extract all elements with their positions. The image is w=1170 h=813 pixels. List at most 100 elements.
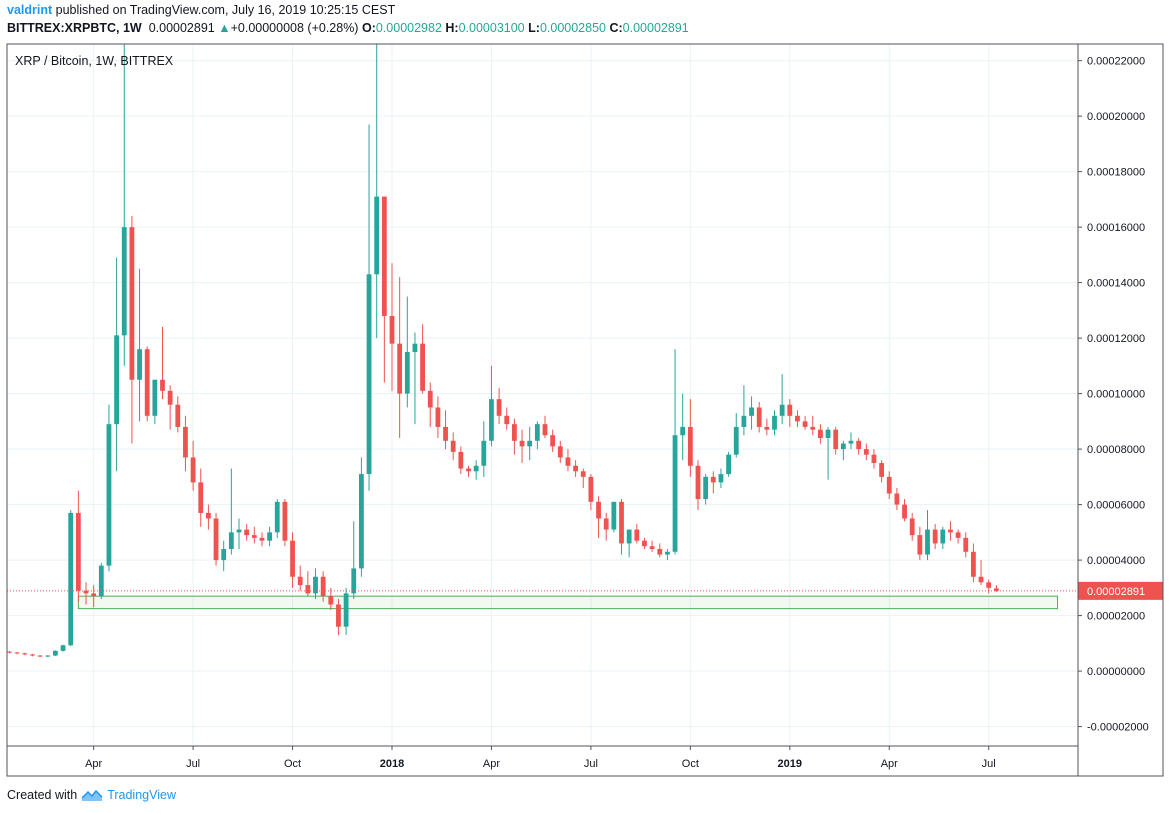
time-tick-label: Jul — [982, 758, 996, 770]
candle — [30, 653, 35, 657]
candle — [336, 598, 341, 636]
plot-frame — [6, 43, 1079, 747]
candle-body — [971, 551, 976, 577]
candle — [450, 432, 456, 461]
candle — [787, 399, 793, 427]
candle — [53, 650, 58, 657]
candle — [978, 560, 984, 586]
candle-body — [206, 512, 211, 519]
candle-body — [144, 349, 150, 416]
tradingview-brand-link[interactable]: TradingView — [107, 788, 176, 802]
candle — [152, 379, 158, 425]
candle-body — [244, 529, 250, 536]
symbol-label[interactable]: BITTREX:XRPBTC, 1W — [7, 21, 142, 35]
candle — [435, 396, 441, 439]
candle-body — [137, 349, 142, 380]
candle-body — [940, 529, 946, 544]
candle — [649, 540, 655, 552]
price-axis-frame[interactable] — [1077, 43, 1164, 777]
candle-body — [672, 435, 678, 552]
candle — [955, 529, 961, 544]
price-tick-label: 0.00014000 — [1087, 278, 1145, 290]
candle — [22, 652, 28, 656]
candle-body — [114, 335, 119, 425]
candle-body — [695, 465, 701, 500]
candle-body — [527, 440, 533, 447]
created-with-text: Created with — [7, 788, 78, 802]
grid — [7, 44, 1078, 746]
candle — [940, 526, 946, 549]
candle — [412, 332, 418, 425]
candle-body — [30, 654, 35, 656]
candle — [879, 460, 884, 483]
last-price: 0.00002891 — [148, 21, 215, 35]
price-axis[interactable]: 0.00022000 0.00020000 0.00018000 0.00016000… — [1078, 56, 1149, 734]
candle — [886, 471, 892, 500]
candle-body — [772, 415, 777, 430]
time-tick-label: Apr — [483, 758, 500, 770]
candle-body — [741, 415, 747, 427]
candle — [114, 257, 119, 472]
candle-body — [986, 582, 992, 588]
candle-body — [374, 196, 380, 275]
candle-body — [657, 548, 663, 555]
author-link[interactable]: valdrint — [7, 3, 53, 17]
candle — [504, 407, 510, 430]
candle — [206, 504, 211, 530]
candle — [359, 457, 364, 577]
candle — [611, 501, 617, 533]
candle — [741, 385, 747, 436]
candle — [596, 496, 601, 538]
candle — [190, 440, 196, 491]
candle — [726, 451, 731, 477]
candle-body — [22, 653, 28, 655]
price-tick-label: 0.00010000 — [1087, 389, 1145, 401]
candle — [818, 424, 823, 444]
candle-body — [955, 532, 961, 538]
candle-body — [542, 424, 548, 436]
candle-body — [443, 426, 448, 441]
open-value: 0.00002982 — [375, 21, 442, 35]
candle-body — [802, 421, 808, 427]
time-tick-label: Jul — [186, 758, 200, 770]
candle — [91, 585, 97, 608]
candle — [98, 562, 104, 599]
candle-body — [932, 529, 938, 544]
time-axis-frame[interactable] — [6, 745, 1079, 777]
price-tick-label: 0.00002000 — [1087, 611, 1145, 623]
current-price-label: 0.00002891 — [1087, 586, 1145, 598]
candle-body — [412, 343, 418, 352]
candle-body — [726, 454, 731, 475]
candle-body — [53, 650, 58, 656]
candle — [657, 543, 663, 558]
candle — [420, 324, 425, 394]
candle — [665, 548, 670, 561]
time-axis[interactable]: Apr Jul Oct 2018 Apr Jul Oct 2019 Apr Jul — [85, 746, 996, 770]
candle-body — [167, 390, 173, 405]
candle — [909, 512, 915, 541]
candle-body — [91, 593, 97, 597]
candle-body — [496, 399, 502, 416]
high-label: H: — [445, 21, 459, 35]
candle — [198, 468, 204, 527]
price-tick-label: 0.00016000 — [1087, 222, 1145, 234]
open-label: O: — [361, 21, 376, 35]
candle — [902, 499, 907, 522]
candle-body — [236, 529, 242, 533]
candle — [228, 468, 234, 555]
support-zone-rect[interactable] — [77, 595, 1059, 610]
candle — [993, 585, 999, 593]
candle-body — [290, 540, 295, 577]
candle-body — [420, 343, 425, 391]
candle-body — [611, 501, 617, 530]
publish-info: valdrint published on TradingView.com, J… — [7, 3, 395, 17]
candle — [236, 518, 242, 549]
candle — [672, 349, 678, 555]
candle — [833, 426, 839, 455]
candle — [703, 474, 709, 505]
candle-body — [458, 451, 464, 469]
chart-title: XRP / Bitcoin, 1W, BITTREX — [15, 54, 174, 68]
price-tick-label: 0.00004000 — [1087, 555, 1145, 567]
candle-body — [473, 465, 479, 472]
